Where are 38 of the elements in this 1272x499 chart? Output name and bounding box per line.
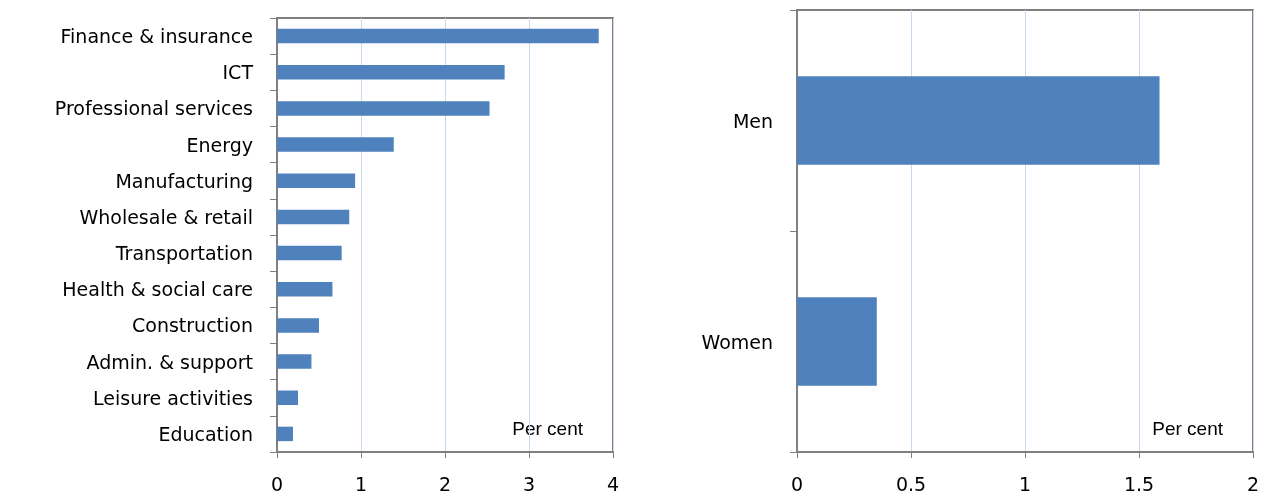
bar — [277, 390, 298, 405]
y-tick-label: ICT — [222, 61, 254, 84]
bar — [277, 173, 356, 188]
x-tick-label: 2 — [438, 472, 452, 495]
y-tick-label: Health & social care — [62, 278, 253, 301]
x-tick-label: 0 — [790, 472, 804, 495]
y-tick-label: Men — [732, 109, 773, 132]
y-tick-label: Energy — [186, 133, 253, 156]
bar — [277, 101, 490, 116]
y-tick-label: Manufacturing — [115, 169, 253, 192]
x-tick-label: 1 — [1018, 472, 1032, 495]
y-tick-label: Professional services — [54, 97, 253, 120]
y-tick-label: Women — [701, 330, 773, 353]
y-tick-label: Transportation — [114, 242, 253, 265]
bar — [277, 137, 394, 152]
y-tick-label: Finance & insurance — [60, 25, 253, 48]
x-tick-label: 4 — [606, 472, 620, 495]
y-tick-label: Admin. & support — [86, 350, 253, 373]
y-tick-label: Education — [158, 422, 253, 445]
annotation: Per cent — [512, 418, 584, 439]
bar — [277, 426, 293, 442]
y-tick-label: Construction — [132, 314, 253, 337]
x-tick-label: 0.5 — [895, 472, 927, 495]
x-tick-label: 3 — [522, 472, 536, 495]
x-tick-label: 0 — [270, 472, 284, 495]
y-tick-label: Wholesale & retail — [79, 205, 253, 228]
x-tick-label: 1.5 — [1123, 472, 1155, 495]
y-tick-label: Leisure activities — [93, 386, 253, 409]
bar — [277, 354, 312, 369]
bar — [277, 65, 505, 80]
bar — [277, 282, 333, 297]
bar — [277, 245, 342, 261]
bar — [277, 209, 350, 225]
x-tick-label: 1 — [354, 472, 368, 495]
bar — [277, 28, 599, 44]
bar — [277, 318, 319, 333]
x-tick-label: 2 — [1246, 472, 1260, 495]
annotation: Per cent — [1152, 418, 1224, 439]
